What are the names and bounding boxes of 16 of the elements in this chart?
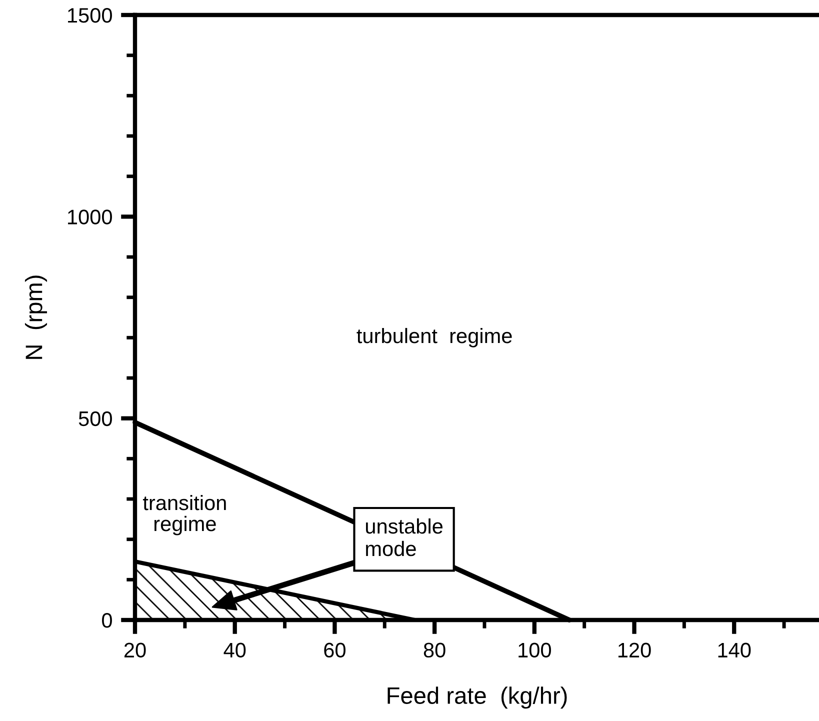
y-tick-label: 1000 xyxy=(68,210,112,224)
y-tick-label: 500 xyxy=(78,411,112,426)
x-tick-label: 140 xyxy=(718,642,751,658)
annotation: transition regime xyxy=(142,494,226,536)
annotation: turbulent regime xyxy=(356,328,512,348)
x-tick-label: 60 xyxy=(324,642,346,658)
x-tick-label: 40 xyxy=(224,642,246,658)
x-tick-label: 100 xyxy=(518,642,551,658)
y-tick-label: 0 xyxy=(102,613,112,628)
x-axis-title: Feed rate (kg/hr) xyxy=(388,686,567,709)
y-axis-title: N (rpm) xyxy=(24,276,47,359)
annotation: unstable mode xyxy=(366,518,443,556)
x-tick-label: 120 xyxy=(618,642,651,658)
y-tick-label: 1500 xyxy=(68,8,112,23)
x-tick-label: 80 xyxy=(424,642,446,658)
x-tick-label: 20 xyxy=(124,642,146,658)
